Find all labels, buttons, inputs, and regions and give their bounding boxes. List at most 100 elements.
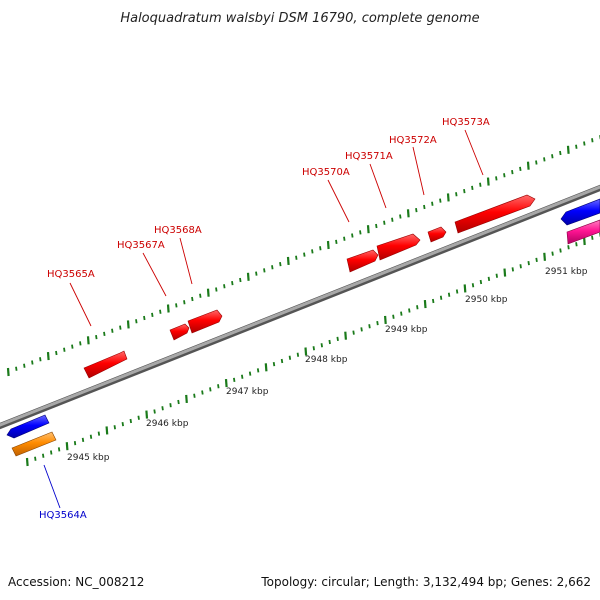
upper-tick — [399, 214, 402, 219]
lower-tick — [201, 390, 204, 395]
gene-label-hq3570a[interactable]: HQ3570A — [302, 167, 350, 178]
upper-tick — [311, 249, 314, 254]
kbp-label-2946: 2946 kbp — [146, 419, 189, 429]
upper-tick — [111, 328, 114, 333]
lower-tick — [368, 324, 371, 329]
upper-tick — [215, 287, 218, 292]
lower-tick — [463, 284, 467, 293]
upper-tick — [255, 271, 258, 276]
gene-hq3573a[interactable] — [454, 194, 536, 234]
lower-tick — [423, 300, 427, 309]
gene-label-hq3564a[interactable]: HQ3564A — [39, 510, 87, 521]
lower-tick — [503, 268, 507, 277]
gene-hq3570a[interactable] — [346, 249, 379, 273]
lower-tick — [392, 314, 395, 319]
upper-tick — [551, 154, 554, 159]
lower-tick — [511, 267, 514, 272]
lower-tick — [400, 311, 403, 316]
reverse-tick-track — [25, 232, 600, 467]
upper-tick — [86, 336, 90, 345]
lower-tick — [185, 394, 188, 403]
lower-tick — [344, 331, 347, 340]
gene-hq3564a-blue[interactable] — [6, 414, 50, 439]
kbp-label-2951: 2951 kbp — [545, 267, 588, 277]
gene-hq3572a[interactable] — [427, 226, 447, 243]
upper-tick — [166, 304, 170, 313]
genome-summary-text: Topology: circular; Length: 3,132,494 bp… — [260, 575, 591, 589]
lower-tick — [89, 434, 93, 439]
gene-label-hq3571a[interactable]: HQ3571A — [345, 151, 393, 162]
lower-tick — [384, 315, 387, 324]
upper-tick — [46, 352, 50, 361]
lower-tick — [583, 236, 586, 246]
upper-tick — [543, 157, 546, 162]
lower-tick — [169, 403, 172, 408]
upper-tick — [366, 225, 370, 234]
lower-tick — [336, 336, 339, 342]
upper-tick — [495, 176, 498, 181]
gene-label-hq3573a[interactable]: HQ3573A — [442, 117, 490, 128]
lower-tick — [73, 440, 77, 446]
lower-tick — [432, 298, 435, 304]
lower-tick — [256, 368, 260, 373]
upper-tick — [535, 160, 538, 165]
lower-tick — [543, 252, 546, 261]
gene-hq3571a[interactable] — [376, 233, 421, 261]
upper-tick — [511, 169, 514, 175]
lower-tick — [113, 425, 116, 430]
gene-right-blue[interactable] — [560, 198, 600, 226]
upper-tick — [566, 145, 570, 154]
upper-tick — [63, 347, 66, 352]
upper-tick — [446, 193, 450, 202]
gene-hq3568a[interactable] — [187, 309, 223, 334]
gene-hq3564a-orange[interactable] — [11, 431, 57, 457]
upper-tick — [415, 207, 418, 213]
upper-tick — [246, 272, 250, 281]
gene-label-hq3565a[interactable]: HQ3565A — [47, 269, 95, 280]
upper-tick — [31, 360, 34, 365]
lower-tick — [57, 447, 61, 452]
gene-right-pink[interactable] — [566, 219, 600, 245]
forward-tick-track — [6, 135, 600, 377]
gene-hq3567a[interactable] — [169, 323, 190, 341]
upper-tick — [126, 320, 130, 329]
upper-tick — [391, 217, 394, 222]
lower-tick — [320, 343, 323, 348]
upper-tick — [271, 265, 274, 270]
reverse-genes — [6, 198, 600, 457]
lower-tick — [248, 371, 252, 376]
lower-tick — [161, 406, 164, 411]
upper-tick — [575, 144, 578, 149]
upper-tick — [439, 198, 442, 203]
gene-label-hq3568a[interactable]: HQ3568A — [154, 225, 202, 236]
upper-tick — [95, 334, 98, 340]
gene-label-hq3567a[interactable]: HQ3567A — [117, 240, 165, 251]
lower-tick — [559, 248, 562, 253]
upper-tick — [79, 341, 82, 346]
upper-tick — [55, 350, 58, 356]
upper-tick — [479, 182, 482, 187]
gene-hq3565a[interactable] — [83, 350, 128, 379]
upper-tick — [406, 209, 410, 218]
lower-tick — [81, 437, 85, 443]
label-leader-lines — [43, 129, 484, 509]
upper-tick — [159, 309, 162, 314]
upper-tick — [303, 252, 306, 257]
gene-label-hq3572a[interactable]: HQ3572A — [389, 135, 437, 146]
upper-tick — [15, 366, 18, 371]
lower-tick — [272, 361, 276, 367]
lower-tick — [455, 289, 459, 294]
lower-tick — [551, 251, 554, 256]
lower-tick — [479, 279, 483, 285]
kbp-label-2947: 2947 kbp — [226, 387, 269, 397]
genome-backbone — [0, 184, 600, 430]
lower-tick — [153, 409, 156, 414]
lower-tick — [34, 456, 37, 461]
upper-tick — [471, 185, 474, 191]
upper-tick — [119, 325, 122, 330]
lower-tick — [42, 453, 45, 458]
upper-tick — [199, 293, 202, 298]
upper-tick — [71, 344, 74, 349]
kbp-label-2948: 2948 kbp — [305, 355, 348, 365]
upper-tick — [383, 220, 386, 225]
